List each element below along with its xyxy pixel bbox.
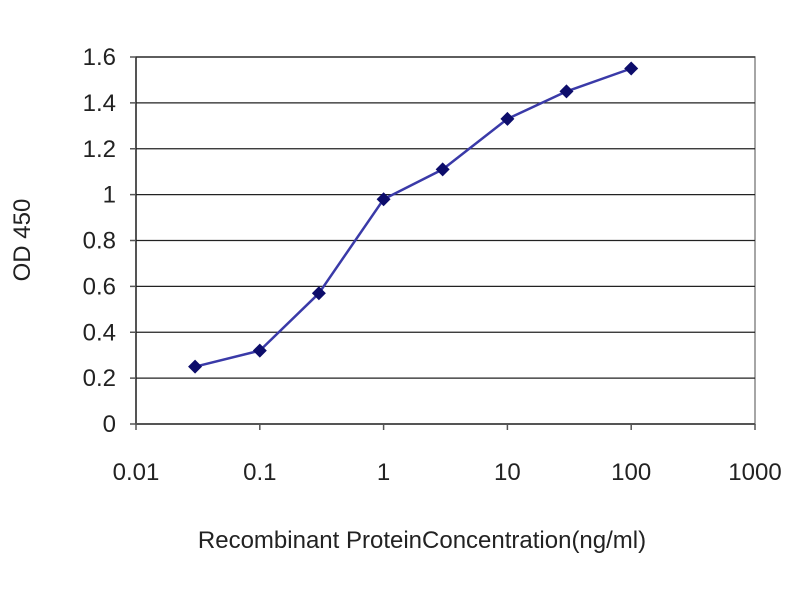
data-point-0-7	[624, 61, 639, 76]
series-line-0	[194, 67, 632, 368]
x-axis-ticks: 0.01 0.1 1 10 100 1000	[113, 424, 782, 486]
data-point-0-6	[559, 84, 574, 99]
data-point-0-5	[500, 111, 515, 126]
y-tick-label-2: 0.4	[83, 319, 116, 346]
data-point-0-1	[252, 343, 267, 358]
data-point-0-0	[188, 359, 203, 374]
x-axis-title: Recombinant ProteinConcentration(ng/ml)	[198, 527, 646, 554]
y-tick-label-4: 0.8	[83, 228, 116, 255]
y-tick-label-7: 1.4	[83, 90, 116, 117]
y-tick-label-3: 0.6	[83, 273, 116, 300]
y-tick-label-8: 1.6	[83, 44, 116, 71]
data-point-0-2	[311, 286, 326, 301]
series-layer	[188, 61, 639, 374]
x-tick-label-5: 1000	[728, 459, 781, 486]
y-tick-label-5: 1	[103, 182, 116, 209]
y-tick-label-6: 1.2	[83, 136, 116, 163]
y-tick-label-0: 0	[103, 411, 116, 438]
data-point-0-3	[376, 192, 391, 207]
x-tick-label-0: 0.01	[113, 459, 160, 486]
x-tick-label-4: 100	[611, 459, 651, 486]
x-tick-label-3: 10	[494, 459, 521, 486]
data-point-0-4	[435, 162, 450, 177]
x-tick-label-2: 1	[377, 459, 390, 486]
y-axis-ticks: 0 0.2 0.4 0.6 0.8 1 1.2 1.4 1.6	[83, 44, 136, 438]
x-tick-label-1: 0.1	[243, 459, 276, 486]
gridlines	[136, 56, 755, 379]
y-tick-label-1: 0.2	[83, 365, 116, 392]
y-axis-title: OD 450	[9, 199, 36, 282]
